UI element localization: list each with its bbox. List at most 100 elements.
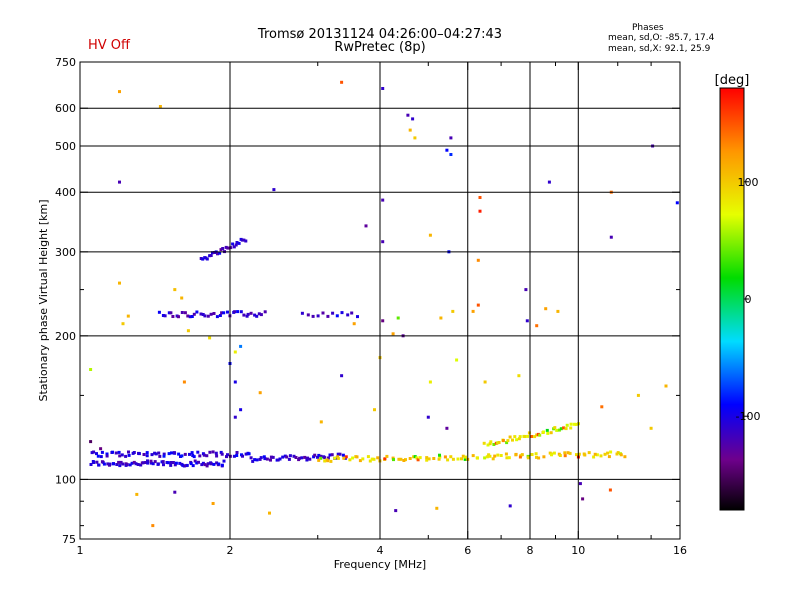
chart-title-line2: RwPretec (8p) xyxy=(334,40,426,55)
trace-point xyxy=(552,451,556,455)
trace-point xyxy=(582,452,586,456)
trace-point xyxy=(154,452,158,456)
trace-point xyxy=(300,456,304,460)
trace-point xyxy=(475,456,479,460)
trace-point xyxy=(241,454,244,458)
trace-point xyxy=(212,312,216,315)
trace-point xyxy=(229,246,233,250)
trace-point xyxy=(485,455,489,459)
trace-point xyxy=(203,463,207,467)
trace-point xyxy=(312,455,316,459)
trace-point xyxy=(269,455,273,459)
scatter-point xyxy=(508,504,512,508)
x-tick-label: 6 xyxy=(464,544,471,557)
grid-layer xyxy=(80,62,680,539)
trace-point xyxy=(300,311,304,315)
scatter-point xyxy=(406,113,410,117)
scatter-point xyxy=(445,426,449,430)
trace-point xyxy=(115,463,119,466)
x-tick-label: 16 xyxy=(673,544,687,557)
trace-point xyxy=(192,312,196,316)
trace-point xyxy=(326,314,330,318)
trace-point xyxy=(335,314,339,318)
trace-point xyxy=(533,435,537,439)
trace-point xyxy=(383,457,387,461)
scatter-point xyxy=(182,380,186,384)
trace-point xyxy=(606,451,610,455)
colorbar-label: [deg] xyxy=(715,73,750,88)
trace-point xyxy=(338,452,342,456)
trace-point xyxy=(205,454,209,458)
trace-point xyxy=(385,454,389,458)
trace-point xyxy=(514,453,518,457)
trace-point xyxy=(100,450,104,454)
trace-point xyxy=(197,460,200,464)
trace-point xyxy=(125,463,129,467)
trace-point xyxy=(182,464,186,468)
scatter-point xyxy=(239,344,243,348)
scatter-point xyxy=(476,258,480,262)
colorbar-tick-label: -100 xyxy=(736,410,761,423)
trace-point xyxy=(180,454,184,458)
trace-point xyxy=(130,461,134,465)
scatter-point xyxy=(413,136,417,140)
scatter-point xyxy=(408,128,412,132)
scatter-point xyxy=(118,281,121,285)
trace-point xyxy=(311,314,315,318)
trace-point xyxy=(208,254,212,258)
trace-point xyxy=(331,311,335,315)
trace-point xyxy=(166,461,170,465)
trace-point xyxy=(553,426,557,430)
trace-point xyxy=(563,451,567,455)
trace-point xyxy=(488,442,492,446)
scatter-point xyxy=(535,324,539,328)
scatter-point xyxy=(578,482,582,486)
scatter-point xyxy=(478,209,482,213)
trace-point xyxy=(242,313,246,317)
scatter-point xyxy=(118,90,121,94)
trace-point xyxy=(213,251,216,254)
trace-point xyxy=(557,428,561,432)
trace-point xyxy=(507,456,511,460)
scatter-point xyxy=(476,303,480,307)
trace-point xyxy=(214,451,218,455)
trace-point xyxy=(255,314,259,318)
trace-point xyxy=(167,311,171,315)
trace-point xyxy=(231,242,235,246)
trace-point xyxy=(449,455,453,459)
trace-point xyxy=(397,457,401,461)
trace-point xyxy=(348,458,352,462)
trace-point xyxy=(169,311,173,315)
trace-point xyxy=(568,451,572,455)
trace-point xyxy=(201,257,205,261)
trace-point xyxy=(572,422,576,426)
scatter-point xyxy=(381,198,385,202)
trace-point xyxy=(505,441,509,445)
scatter-point xyxy=(233,380,237,384)
trace-point xyxy=(221,247,225,250)
scatter-point xyxy=(118,180,121,184)
trace-point xyxy=(153,460,157,464)
scatter-point xyxy=(258,391,262,395)
scatter-point xyxy=(272,188,276,192)
trace-point xyxy=(326,459,330,463)
trace-point xyxy=(117,450,121,454)
trace-point xyxy=(549,431,553,435)
trace-point xyxy=(235,451,239,454)
trace-point xyxy=(134,462,138,466)
scatter-point xyxy=(352,322,356,326)
trace-point xyxy=(191,464,195,468)
y-tick-label: 75 xyxy=(62,533,76,546)
scatter-point xyxy=(445,148,449,152)
trace-point xyxy=(537,456,541,460)
trace-point xyxy=(336,456,340,460)
trace-point xyxy=(106,462,110,466)
trace-point xyxy=(269,458,272,462)
trace-point xyxy=(162,452,166,456)
scatter-point xyxy=(211,502,215,505)
trace-point xyxy=(294,456,298,459)
trace-point xyxy=(244,452,248,456)
scatter-point xyxy=(364,224,368,228)
trace-point xyxy=(346,313,350,317)
scatter-point xyxy=(208,336,212,340)
